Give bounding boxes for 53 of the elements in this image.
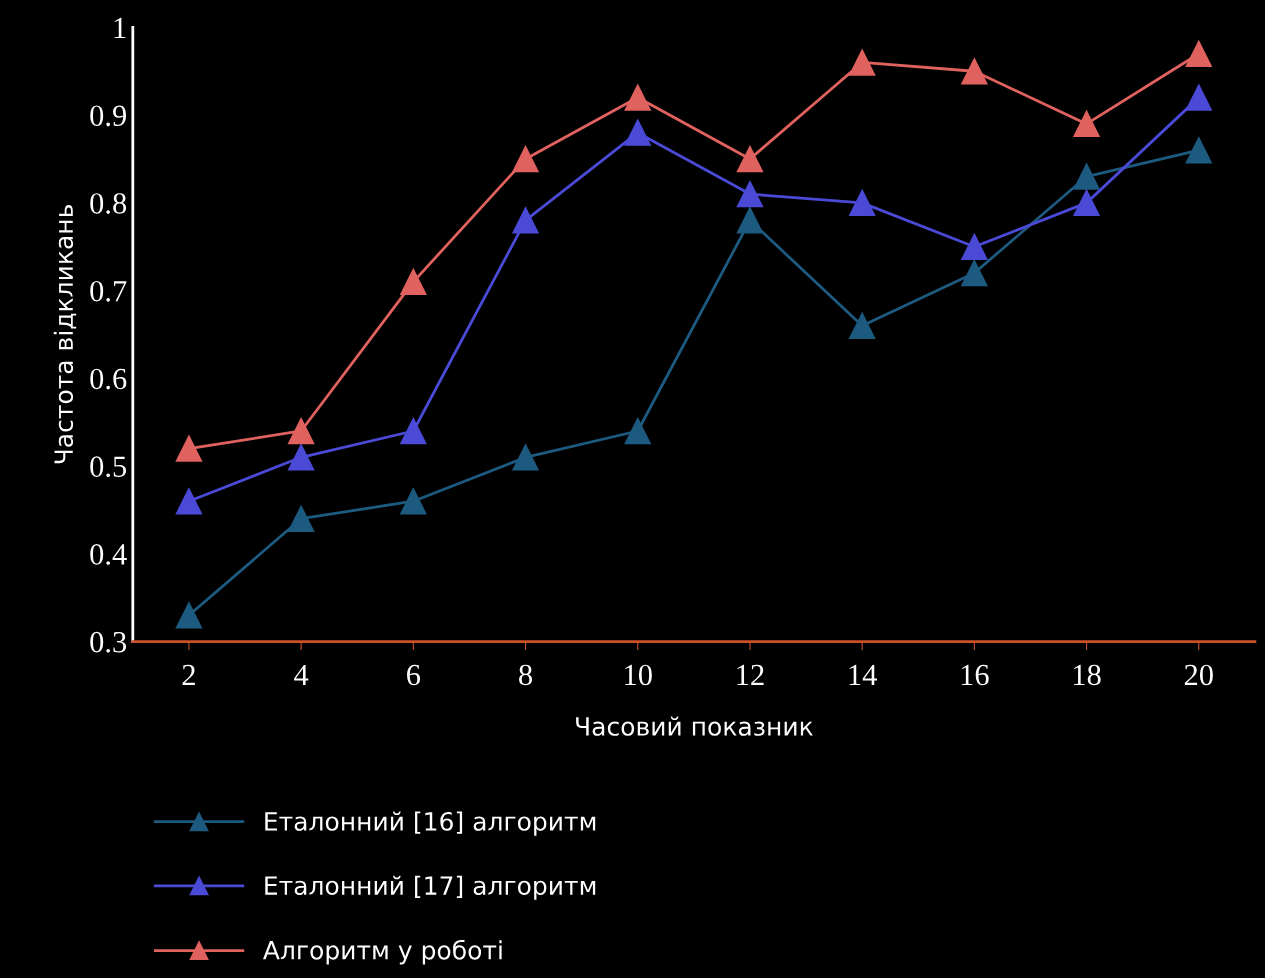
point xyxy=(512,207,539,234)
point xyxy=(512,145,539,173)
point xyxy=(736,207,764,234)
point xyxy=(287,417,315,445)
point xyxy=(624,119,651,146)
y-tick-label: 0.3 xyxy=(90,631,127,653)
point xyxy=(961,259,988,287)
y-tick-label: 0.5 xyxy=(90,456,127,478)
point xyxy=(1185,84,1212,111)
point xyxy=(287,505,315,532)
point xyxy=(1185,40,1212,67)
y-axis-title: Частота відкликань xyxy=(53,205,77,464)
y-tick-label: 0.8 xyxy=(90,193,127,214)
point xyxy=(1185,137,1212,164)
point xyxy=(1073,189,1100,217)
x-tick-label: 18 xyxy=(1073,664,1101,686)
point xyxy=(287,444,315,471)
legend-label: Алгоритм у роботі xyxy=(263,939,502,965)
point xyxy=(961,233,988,260)
x-axis-title: Часовий показник xyxy=(576,716,813,736)
x-tick-label: 2 xyxy=(182,664,195,685)
x-tick-label: 10 xyxy=(625,664,652,686)
point xyxy=(400,268,427,296)
point xyxy=(848,49,876,76)
x-tick-label: 20 xyxy=(1184,664,1213,686)
x-tick-label: 14 xyxy=(849,664,877,685)
point xyxy=(848,312,876,339)
x-tick-label: 8 xyxy=(519,664,533,686)
point xyxy=(736,145,764,173)
point xyxy=(624,417,651,445)
point xyxy=(400,487,427,515)
point xyxy=(961,58,988,85)
point xyxy=(624,84,651,111)
point xyxy=(175,435,203,462)
y-tick-label: 0.9 xyxy=(90,105,127,127)
point xyxy=(400,417,427,445)
legend-label: Еталонний [16] алгоритм xyxy=(265,811,596,836)
x-tick-label: 12 xyxy=(737,664,764,685)
y-tick-label: 0.4 xyxy=(90,544,127,565)
y-tick-label: 1 xyxy=(114,17,126,38)
point xyxy=(1073,110,1100,138)
x-tick-label: 6 xyxy=(407,664,421,686)
x-tick-label: 16 xyxy=(961,664,989,686)
point xyxy=(175,602,203,629)
legend-label: Еталонний [17] алгоритм xyxy=(265,875,596,900)
point xyxy=(175,487,203,515)
y-tick-label: 0.6 xyxy=(90,368,127,390)
point xyxy=(736,180,764,208)
point xyxy=(512,444,539,471)
point xyxy=(848,189,876,217)
point xyxy=(1073,163,1100,190)
x-tick-label: 4 xyxy=(294,664,309,685)
y-tick-label: 0.7 xyxy=(90,280,127,302)
